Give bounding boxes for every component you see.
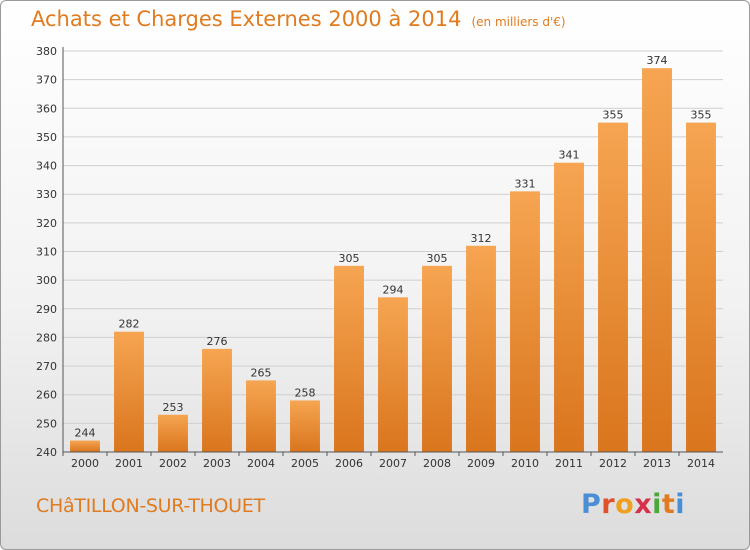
chart-title: Achats et Charges Externes 2000 à 2014 (e… bbox=[31, 7, 566, 31]
bar bbox=[114, 331, 144, 452]
x-tick-label: 2004 bbox=[247, 457, 275, 470]
y-tick-label: 240 bbox=[36, 446, 57, 459]
x-tick-label: 2007 bbox=[379, 457, 407, 470]
data-label: 282 bbox=[119, 318, 140, 331]
y-axis-ticks: 240 250 260 270 280 290 300 310 320 330 340 350 360 3… bbox=[36, 45, 57, 459]
title-text: Achats et Charges Externes 2000 à 2014 bbox=[31, 7, 462, 31]
y-tick-label: 380 bbox=[36, 45, 57, 58]
bar bbox=[246, 380, 276, 452]
y-tick-label: 340 bbox=[36, 160, 57, 173]
x-tick-label: 2012 bbox=[599, 457, 627, 470]
y-tick-label: 310 bbox=[36, 246, 57, 259]
x-tick-label: 2014 bbox=[687, 457, 715, 470]
bar bbox=[202, 348, 232, 452]
x-tick-label: 2006 bbox=[335, 457, 363, 470]
data-label: 244 bbox=[75, 427, 96, 440]
bars bbox=[70, 68, 716, 452]
data-label: 374 bbox=[647, 54, 668, 67]
x-axis-ticks: 2000 2001 2002 2003 2004 2005 2006 2007 2008 2009… bbox=[62, 452, 715, 470]
bar bbox=[686, 122, 716, 452]
logo-letter: r bbox=[601, 489, 616, 520]
y-tick-label: 280 bbox=[36, 331, 57, 344]
x-tick-label: 2009 bbox=[467, 457, 495, 470]
bar bbox=[598, 122, 628, 452]
x-tick-label: 2001 bbox=[115, 457, 143, 470]
y-tick-label: 260 bbox=[36, 389, 57, 402]
data-label: 312 bbox=[471, 232, 492, 245]
y-tick-label: 370 bbox=[36, 74, 57, 87]
logo-letter: t bbox=[661, 489, 676, 520]
y-tick-label: 350 bbox=[36, 131, 57, 144]
data-label: 258 bbox=[295, 386, 316, 399]
axes bbox=[62, 47, 723, 453]
data-label: 305 bbox=[427, 252, 448, 265]
y-tick-label: 360 bbox=[36, 102, 57, 115]
bar bbox=[510, 191, 540, 452]
bar bbox=[158, 414, 188, 452]
logo-letter: x bbox=[634, 489, 653, 520]
x-tick-label: 2000 bbox=[71, 457, 99, 470]
data-label: 355 bbox=[603, 109, 624, 122]
logo-letter: o bbox=[615, 489, 635, 520]
data-label: 355 bbox=[691, 109, 712, 122]
bar bbox=[290, 400, 320, 452]
logo-letter: i bbox=[652, 489, 662, 520]
bar bbox=[466, 245, 496, 452]
y-tick-label: 250 bbox=[36, 417, 57, 430]
data-label: 265 bbox=[251, 366, 272, 379]
data-labels: 244 282 253 276 265 258 305 294 305 312 331 341 355 3… bbox=[75, 54, 712, 439]
bar bbox=[70, 440, 100, 452]
data-label: 253 bbox=[163, 401, 184, 414]
bar bbox=[642, 68, 672, 452]
x-tick-label: 2002 bbox=[159, 457, 187, 470]
y-tick-label: 330 bbox=[36, 188, 57, 201]
city-name: CHâTILLON-SUR-THOUET bbox=[36, 495, 265, 517]
y-tick-label: 270 bbox=[36, 360, 57, 373]
x-tick-label: 2008 bbox=[423, 457, 451, 470]
data-label: 341 bbox=[559, 149, 580, 162]
x-tick-label: 2005 bbox=[291, 457, 319, 470]
bar bbox=[378, 297, 408, 452]
x-tick-label: 2013 bbox=[643, 457, 671, 470]
data-label: 294 bbox=[383, 283, 404, 296]
logo-letter: i bbox=[675, 489, 686, 520]
bar bbox=[422, 265, 452, 452]
bar bbox=[554, 162, 584, 452]
x-tick-label: 2010 bbox=[511, 457, 539, 470]
x-tick-label: 2011 bbox=[555, 457, 583, 470]
data-label: 331 bbox=[515, 177, 536, 190]
y-tick-label: 320 bbox=[36, 217, 57, 230]
bar bbox=[334, 265, 364, 452]
proxiti-logo: Proxiti bbox=[581, 489, 685, 520]
data-label: 276 bbox=[207, 335, 228, 348]
y-tick-label: 290 bbox=[36, 303, 57, 316]
data-label: 305 bbox=[339, 252, 360, 265]
unit-text: (en milliers d'€) bbox=[471, 15, 566, 29]
y-tick-label: 300 bbox=[36, 274, 57, 287]
logo-letter: P bbox=[581, 489, 602, 520]
x-tick-label: 2003 bbox=[203, 457, 231, 470]
